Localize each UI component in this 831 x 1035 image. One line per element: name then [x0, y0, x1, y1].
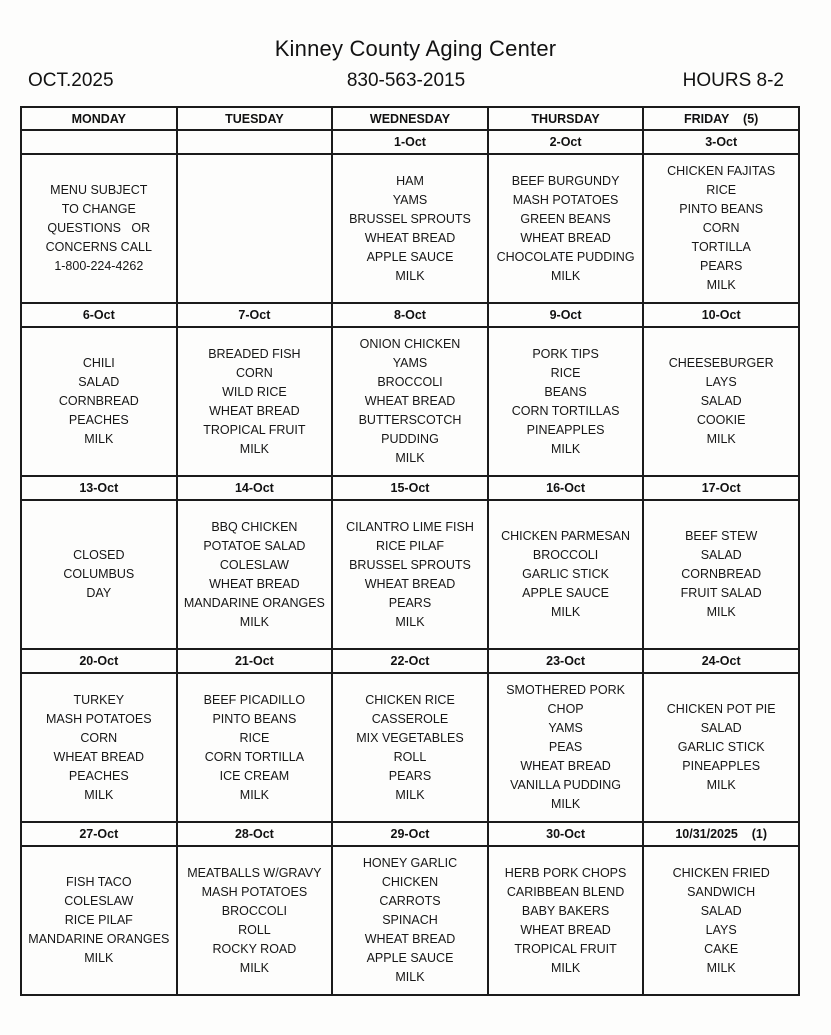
- date-cell: 29-Oct: [331, 821, 489, 847]
- menu-table: MONDAY TUESDAY WEDNESDAY THURSDAY FRIDAY (5)…: [20, 106, 800, 996]
- menu-row: MENU SUBJECT TO CHANGE QUESTIONS OR CONC…: [20, 153, 800, 304]
- date-cell: 23-Oct: [486, 648, 645, 674]
- date-cell: 27-Oct: [20, 821, 178, 847]
- menu-cell: MENU SUBJECT TO CHANGE QUESTIONS OR CONC…: [20, 153, 178, 304]
- day-header-cell: WEDNESDAY: [331, 106, 489, 131]
- menu-cell: [175, 153, 334, 304]
- menu-cell: CHICKEN FRIED SANDWICH SALAD LAYS CAKE M…: [642, 845, 800, 996]
- phone-label: 830-563-2015: [346, 70, 466, 91]
- menu-cell: FISH TACO COLESLAW RICE PILAF MANDARINE …: [20, 845, 178, 996]
- menu-cell: BEEF STEW SALAD CORNBREAD FRUIT SALAD MI…: [642, 499, 800, 650]
- date-cell: 22-Oct: [331, 648, 489, 674]
- menu-cell: CHICKEN FAJITAS RICE PINTO BEANS CORN TO…: [642, 153, 800, 304]
- menu-row: TURKEY MASH POTATOES CORN WHEAT BREAD PE…: [20, 672, 800, 823]
- menu-cell: CLOSED COLUMBUS DAY: [20, 499, 178, 650]
- menu-cell: TURKEY MASH POTATOES CORN WHEAT BREAD PE…: [20, 672, 178, 823]
- menu-cell: HONEY GARLIC CHICKEN CARROTS SPINACH WHE…: [331, 845, 489, 996]
- day-header-cell: FRIDAY (5): [642, 106, 800, 131]
- date-cell: 14-Oct: [175, 475, 334, 501]
- date-cell: [20, 129, 178, 155]
- date-row: 20-Oct 21-Oct 22-Oct 23-Oct 24-Oct: [20, 648, 800, 674]
- date-cell: 3-Oct: [642, 129, 800, 155]
- menu-table-body: 1-Oct 2-Oct 3-Oct MENU SUBJECT TO CHANGE QU…: [20, 129, 800, 996]
- date-cell: 7-Oct: [175, 302, 334, 328]
- menu-cell: CHICKEN PARMESAN BROCCOLI GARLIC STICK A…: [486, 499, 645, 650]
- menu-row: CLOSED COLUMBUS DAY BBQ CHICKEN POTATOE S…: [20, 499, 800, 650]
- date-row: 6-Oct 7-Oct 8-Oct 9-Oct 10-Oct: [20, 302, 800, 328]
- day-header-cell: TUESDAY: [175, 106, 334, 131]
- date-cell: 9-Oct: [486, 302, 645, 328]
- menu-cell: HAM YAMS BRUSSEL SPROUTS WHEAT BREAD APP…: [331, 153, 489, 304]
- date-cell: 28-Oct: [175, 821, 334, 847]
- date-cell: 6-Oct: [20, 302, 178, 328]
- menu-cell: CILANTRO LIME FISH RICE PILAF BRUSSEL SP…: [331, 499, 489, 650]
- menu-cell: BREADED FISH CORN WILD RICE WHEAT BREAD …: [175, 326, 334, 477]
- menu-cell: MEATBALLS W/GRAVY MASH POTATOES BROCCOLI…: [175, 845, 334, 996]
- date-cell: 30-Oct: [486, 821, 645, 847]
- month-label: OCT.2025: [28, 70, 114, 91]
- day-header-cell: MONDAY: [20, 106, 178, 131]
- date-cell: 2-Oct: [486, 129, 645, 155]
- sub-header: OCT.2025 830-563-2015 HOURS 8-2: [20, 70, 800, 92]
- hours-label: HOURS 8-2: [682, 70, 784, 91]
- menu-cell: HERB PORK CHOPS CARIBBEAN BLEND BABY BAK…: [486, 845, 645, 996]
- menu-cell: CHICKEN POT PIE SALAD GARLIC STICK PINEA…: [642, 672, 800, 823]
- date-cell: 17-Oct: [642, 475, 800, 501]
- menu-row: CHILI SALAD CORNBREAD PEACHES MILK BREADE…: [20, 326, 800, 477]
- menu-cell: BEEF PICADILLO PINTO BEANS RICE CORN TOR…: [175, 672, 334, 823]
- menu-cell: CHILI SALAD CORNBREAD PEACHES MILK: [20, 326, 178, 477]
- date-cell: 15-Oct: [331, 475, 489, 501]
- menu-cell: SMOTHERED PORK CHOP YAMS PEAS WHEAT BREA…: [486, 672, 645, 823]
- date-cell: 10-Oct: [642, 302, 800, 328]
- date-cell: 1-Oct: [331, 129, 489, 155]
- menu-cell: BBQ CHICKEN POTATOE SALAD COLESLAW WHEAT…: [175, 499, 334, 650]
- menu-cell: CHEESEBURGER LAYS SALAD COOKIE MILK: [642, 326, 800, 477]
- date-cell: 13-Oct: [20, 475, 178, 501]
- page-title: Kinney County Aging Center: [274, 36, 557, 61]
- menu-row: FISH TACO COLESLAW RICE PILAF MANDARINE …: [20, 845, 800, 996]
- date-row: 1-Oct 2-Oct 3-Oct: [20, 129, 800, 155]
- date-cell: 20-Oct: [20, 648, 178, 674]
- menu-cell: CHICKEN RICE CASSEROLE MIX VEGETABLES RO…: [331, 672, 489, 823]
- date-cell: 16-Oct: [486, 475, 645, 501]
- day-header-cell: THURSDAY: [486, 106, 645, 131]
- date-cell: 24-Oct: [642, 648, 800, 674]
- menu-cell: ONION CHICKEN YAMS BROCCOLI WHEAT BREAD …: [331, 326, 489, 477]
- date-cell: 21-Oct: [175, 648, 334, 674]
- date-cell: [175, 129, 334, 155]
- date-row: 13-Oct 14-Oct 15-Oct 16-Oct 17-Oct: [20, 475, 800, 501]
- menu-cell: PORK TIPS RICE BEANS CORN TORTILLAS PINE…: [486, 326, 645, 477]
- day-header-row: MONDAY TUESDAY WEDNESDAY THURSDAY FRIDAY (5): [20, 106, 800, 131]
- date-cell: 10/31/2025 (1): [642, 821, 800, 847]
- date-row: 27-Oct 28-Oct 29-Oct 30-Oct 10/31/2025 (1): [20, 821, 800, 847]
- menu-cell: BEEF BURGUNDY MASH POTATOES GREEN BEANS …: [486, 153, 645, 304]
- date-cell: 8-Oct: [331, 302, 489, 328]
